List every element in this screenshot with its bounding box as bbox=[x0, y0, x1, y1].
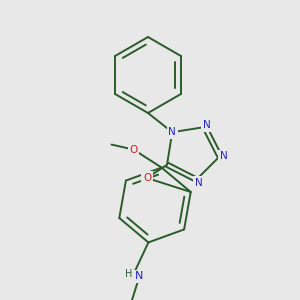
Text: O: O bbox=[130, 145, 138, 154]
Text: H: H bbox=[125, 269, 132, 279]
Text: N: N bbox=[203, 120, 211, 130]
Text: N: N bbox=[194, 178, 202, 188]
Text: N: N bbox=[135, 272, 144, 281]
Text: N: N bbox=[220, 152, 227, 161]
Text: N: N bbox=[168, 127, 176, 137]
Text: O: O bbox=[143, 173, 151, 183]
